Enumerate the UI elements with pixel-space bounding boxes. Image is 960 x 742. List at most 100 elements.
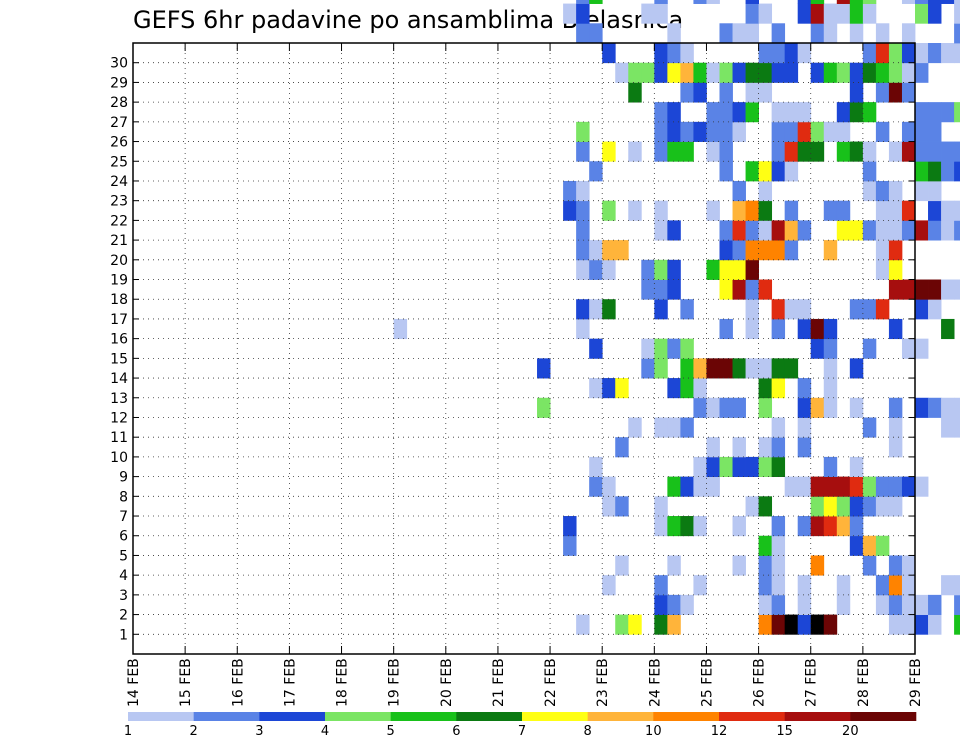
heatmap-cell <box>836 0 851 4</box>
heatmap-cell <box>706 102 720 123</box>
heatmap-cell <box>823 397 838 418</box>
heatmap-cell <box>732 180 746 202</box>
heatmap-cell <box>602 378 616 399</box>
heatmap-cell <box>915 161 929 182</box>
heatmap-cell <box>719 259 733 280</box>
heatmap-cell <box>732 121 746 142</box>
heatmap-cell <box>888 417 903 438</box>
heatmap-cell <box>706 121 720 142</box>
heatmap-cell <box>901 141 916 162</box>
heatmap-cell <box>784 141 799 162</box>
heatmap-cell <box>862 62 877 83</box>
legend-color-swatch <box>850 712 917 721</box>
heatmap-cell <box>901 614 916 635</box>
heatmap-cell <box>849 456 864 478</box>
heatmap-cell <box>928 0 942 4</box>
heatmap-cell <box>849 397 864 418</box>
heatmap-cell <box>797 476 812 497</box>
heatmap-cell <box>758 358 773 379</box>
heatmap-cell <box>758 220 773 241</box>
heatmap-cell <box>928 141 942 162</box>
heatmap-cell <box>823 318 838 340</box>
y-tick-label: 23 <box>110 194 128 210</box>
heatmap-cell <box>954 102 960 123</box>
heatmap-cell <box>836 200 851 221</box>
x-tick-label: 25 FEB <box>699 658 715 707</box>
y-tick-label: 18 <box>110 292 128 308</box>
heatmap-cell <box>810 555 825 576</box>
heatmap-cell <box>875 496 890 517</box>
heatmap-cell <box>823 121 838 142</box>
heatmap-cell <box>732 358 746 379</box>
y-tick-label: 22 <box>110 213 128 229</box>
heatmap-cell <box>849 220 864 241</box>
heatmap-cell <box>771 417 786 438</box>
heatmap-cell <box>615 496 629 517</box>
heatmap-cell <box>875 82 890 103</box>
heatmap-cell <box>563 516 577 537</box>
heatmap-cell <box>823 240 838 261</box>
heatmap-cell <box>901 555 916 576</box>
heatmap-cell <box>823 23 838 44</box>
x-tick-label: 18 FEB <box>335 658 351 707</box>
heatmap-cell <box>771 62 786 83</box>
heatmap-cell <box>954 23 960 44</box>
heatmap-cell <box>654 417 668 438</box>
heatmap-cell <box>602 43 616 64</box>
heatmap-cell <box>771 575 786 596</box>
heatmap-cell <box>719 220 733 241</box>
heatmap-cell <box>602 496 616 517</box>
y-tick-label: 19 <box>110 273 128 289</box>
y-tick-label: 30 <box>110 56 128 72</box>
y-tick-label: 27 <box>110 115 128 131</box>
heatmap-cell <box>628 62 642 83</box>
heatmap-cell <box>732 259 746 280</box>
heatmap-cell <box>797 594 812 615</box>
heatmap-cell <box>928 200 942 221</box>
heatmap-cell <box>823 476 838 497</box>
heatmap-cell <box>758 240 773 261</box>
heatmap-cell <box>888 397 903 418</box>
heatmap-cell <box>915 299 929 320</box>
heatmap-cell <box>719 62 733 83</box>
heatmap-cell <box>706 62 720 83</box>
y-tick-label: 25 <box>110 154 128 170</box>
heatmap-cell <box>797 378 812 399</box>
heatmap-cell <box>954 417 960 438</box>
heatmap-cell <box>810 62 825 83</box>
heatmap-cell <box>771 456 786 478</box>
heatmap-cell <box>928 614 942 635</box>
heatmap-cell <box>862 220 877 241</box>
heatmap-cell <box>680 417 694 438</box>
x-tick-label: 23 FEB <box>595 658 611 707</box>
heatmap-cell <box>758 82 773 103</box>
heatmap-cell <box>693 121 707 142</box>
heatmap-cell <box>745 279 759 300</box>
heatmap-cell <box>941 0 955 4</box>
heatmap-cell <box>862 555 877 576</box>
heatmap-cell <box>758 180 773 202</box>
heatmap-cell <box>810 318 825 340</box>
heatmap-cell <box>576 299 590 320</box>
y-tick-label: 9 <box>119 470 128 486</box>
heatmap-cell <box>628 614 642 635</box>
heatmap-cell <box>797 397 812 418</box>
heatmap-cell <box>797 121 812 142</box>
heatmap-cell <box>693 62 707 83</box>
heatmap-cell <box>667 476 681 497</box>
heatmap-cell <box>862 535 877 556</box>
heatmap-cell <box>888 240 903 261</box>
x-tick-label: 21 FEB <box>491 658 507 707</box>
heatmap-cell <box>888 614 903 635</box>
heatmap-cell <box>849 0 864 4</box>
y-tick-label: 4 <box>119 568 128 584</box>
heatmap-cell <box>641 358 655 379</box>
heatmap-cell <box>888 318 903 340</box>
heatmap-cell <box>641 3 655 24</box>
heatmap-cell <box>758 62 773 83</box>
heatmap-cell <box>719 279 733 300</box>
legend-color-swatch <box>128 712 194 721</box>
heatmap-cell <box>602 299 616 320</box>
heatmap-cell <box>862 476 877 497</box>
heatmap-cell <box>862 161 877 182</box>
